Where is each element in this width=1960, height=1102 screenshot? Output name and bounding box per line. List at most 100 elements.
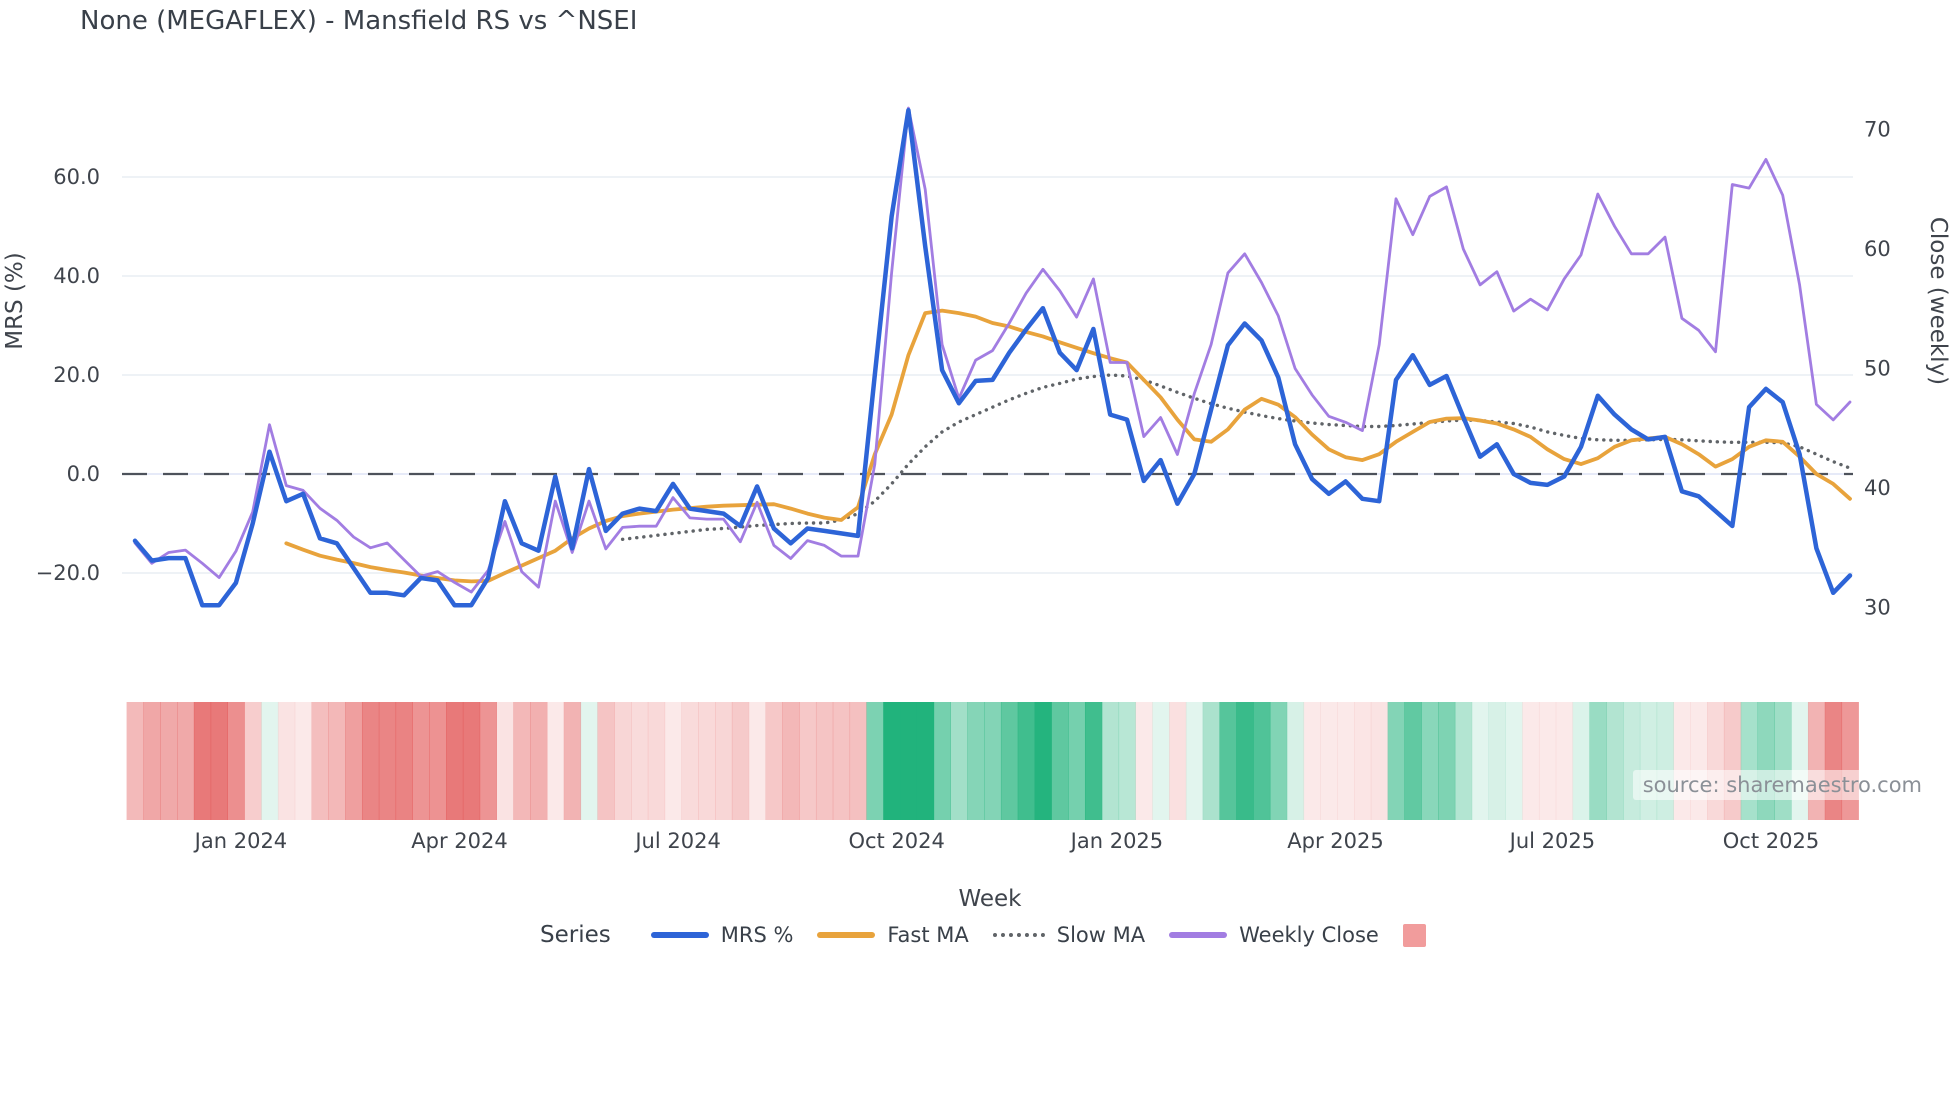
y-axis-right-title: Close (weekly) [1925, 216, 1951, 386]
heatmap-cell [1774, 702, 1792, 820]
heatmap-cell [1505, 702, 1523, 820]
heatmap-cell [782, 702, 800, 820]
y-right-tick: 30 [1864, 596, 1891, 620]
legend-item-label: Fast MA [887, 923, 969, 947]
y-left-tick: 60.0 [53, 165, 100, 189]
legend-line-swatch [992, 933, 1045, 937]
heatmap-cell [1253, 702, 1271, 820]
heatmap-cell [1135, 702, 1153, 820]
heatmap-cell [1572, 702, 1590, 820]
heatmap-cell [177, 702, 195, 820]
heatmap-cell [479, 702, 497, 820]
x-tick: Jan 2024 [193, 829, 288, 853]
heatmap-cell [328, 702, 346, 820]
heatmap-cell [1000, 702, 1019, 820]
heatmap-cell [933, 702, 951, 820]
x-tick: Oct 2025 [1723, 829, 1819, 853]
x-tick: Jan 2025 [1069, 829, 1164, 853]
heatmap-cell [1051, 702, 1069, 820]
heatmap-cell [731, 702, 750, 820]
heatmap-cell [1017, 702, 1036, 820]
legend-item-label: MRS % [720, 923, 794, 947]
heatmap-cell [580, 702, 598, 820]
heatmap-cell [227, 702, 245, 820]
heatmap-cell [395, 702, 413, 820]
heatmap-cell [261, 702, 279, 820]
heatmap-cell [715, 702, 733, 820]
heatmap-cell [1404, 702, 1422, 820]
heatmap-cell [681, 702, 699, 820]
series-line-fast-ma [284, 308, 1852, 584]
y-left-tick: 0.0 [67, 462, 100, 486]
heatmap-cell [210, 702, 228, 820]
legend-item-fast-ma[interactable]: Fast MA [817, 923, 969, 947]
x-tick: Jul 2025 [1508, 829, 1595, 853]
heatmap-cell [1606, 702, 1624, 820]
heatmap-cell [1152, 702, 1170, 820]
heatmap-cell [1370, 702, 1389, 820]
heatmap-cell [1807, 702, 1826, 820]
legend-item-mrs-[interactable]: MRS % [650, 923, 794, 947]
heatmap-cell [429, 702, 447, 820]
legend-square-swatch [1402, 923, 1426, 947]
heatmap-cell [1589, 702, 1607, 820]
y-right-tick: 70 [1864, 118, 1891, 142]
heatmap-cell [1791, 702, 1809, 820]
heatmap-cell [1169, 702, 1187, 820]
heatmap-cell [1353, 702, 1372, 820]
heatmap-cell [193, 702, 212, 820]
heatmap-cell [1454, 702, 1473, 820]
legend-item-swatch[interactable] [1402, 923, 1426, 947]
legend-item-label: Slow MA [1056, 923, 1146, 947]
heatmap-cell [1236, 702, 1254, 820]
legend-item-weekly-close[interactable]: Weekly Close [1169, 923, 1379, 947]
legend-item-label: Weekly Close [1239, 923, 1379, 947]
heatmap-cell [815, 702, 834, 820]
y-left-tick: 20.0 [53, 363, 100, 387]
heatmap-cell [1202, 702, 1220, 820]
heatmap-cell [1387, 702, 1405, 820]
heatmap-cell [1538, 702, 1557, 820]
heatmap-cell [832, 702, 851, 820]
heatmap-cell [883, 702, 901, 820]
heatmap-cell [361, 702, 380, 820]
heatmap-cell [950, 702, 968, 820]
heatmap-cell [1337, 702, 1355, 820]
heatmap-cell [1438, 702, 1456, 820]
heatmap-cell [530, 702, 548, 820]
heatmap-cell [446, 702, 464, 820]
heatmap-cell [496, 702, 514, 820]
heatmap-cell [900, 702, 918, 820]
heatmap-cell [597, 702, 615, 820]
legend-line-swatch [1169, 932, 1228, 938]
heatmap-cell [1118, 702, 1136, 820]
legend-line-swatch [817, 932, 876, 938]
x-tick: Apr 2025 [1287, 829, 1383, 853]
heatmap-cell [546, 702, 565, 820]
heatmap-cell [799, 702, 817, 820]
heatmap-cell [244, 702, 262, 820]
heatmap-cell [1084, 702, 1103, 820]
heatmap-cell [277, 702, 296, 820]
heatmap-cell [1555, 702, 1574, 820]
heatmap-cell [345, 702, 363, 820]
heatmap-cell [967, 702, 985, 820]
heatmap-cell [1471, 702, 1490, 820]
heatmap-cell [1034, 702, 1052, 820]
heatmap-cell [1623, 702, 1641, 820]
heatmap-cell [1101, 702, 1120, 820]
y-right-tick: 40 [1864, 476, 1891, 500]
legend-item-slow-ma[interactable]: Slow MA [992, 923, 1146, 947]
heatmap-cell [126, 702, 144, 820]
heatmap-cell [1185, 702, 1204, 820]
heatmap-cell [765, 702, 783, 820]
heatmap-cell [631, 702, 649, 820]
heatmap-cell [294, 702, 313, 820]
heatmap-cell [1522, 702, 1540, 820]
source-watermark: source: sharemaestro.com [1632, 770, 1932, 800]
heatmap-cell [1673, 702, 1691, 820]
heatmap-cell [1269, 702, 1288, 820]
heatmap-cell [1841, 702, 1859, 820]
